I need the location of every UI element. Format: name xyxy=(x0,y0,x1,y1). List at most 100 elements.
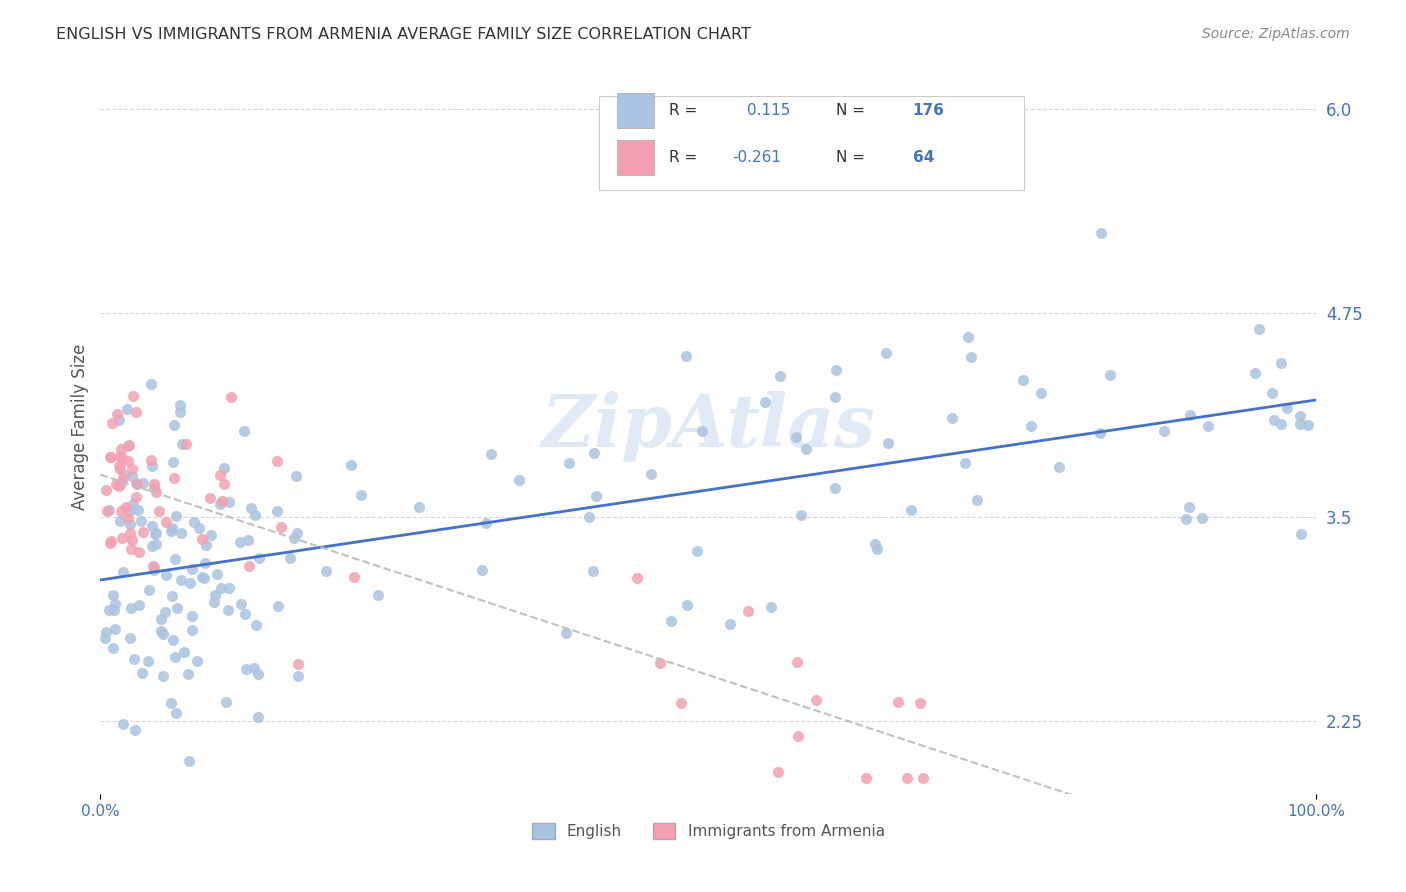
Point xyxy=(111,451,134,466)
Point xyxy=(1175,512,1198,526)
Point xyxy=(208,497,231,511)
Point xyxy=(367,588,389,602)
Point xyxy=(218,495,240,509)
Point xyxy=(863,537,886,551)
Point xyxy=(125,477,148,491)
Point xyxy=(287,657,309,671)
Point xyxy=(162,633,184,648)
Point xyxy=(163,418,186,433)
Text: ZipAtlas: ZipAtlas xyxy=(541,392,875,462)
Point xyxy=(215,695,238,709)
Point xyxy=(153,605,176,619)
Point xyxy=(94,483,117,497)
Point xyxy=(585,489,607,503)
Point xyxy=(766,765,789,780)
Point xyxy=(659,614,682,628)
Point xyxy=(120,601,142,615)
Point xyxy=(675,349,697,363)
Point xyxy=(1153,424,1175,438)
Point xyxy=(159,524,181,539)
Point xyxy=(737,604,759,618)
Point xyxy=(886,695,908,709)
Point xyxy=(121,469,143,483)
Point xyxy=(100,450,122,464)
Point xyxy=(152,669,174,683)
Point xyxy=(769,369,792,384)
Point xyxy=(896,771,918,785)
Point xyxy=(163,552,186,566)
Point xyxy=(956,330,979,344)
Point xyxy=(640,467,662,481)
Point xyxy=(900,503,922,517)
Point xyxy=(479,447,502,461)
Point xyxy=(1289,417,1312,431)
Point xyxy=(1263,413,1285,427)
Point xyxy=(108,458,131,473)
Point xyxy=(877,436,900,450)
Point xyxy=(229,597,252,611)
Point xyxy=(236,533,259,547)
Point xyxy=(183,515,205,529)
Point xyxy=(98,536,121,550)
Point xyxy=(122,497,145,511)
Point xyxy=(93,632,115,646)
Point xyxy=(148,504,170,518)
Point xyxy=(233,607,256,621)
Point xyxy=(104,597,127,611)
Point xyxy=(866,541,889,556)
Point xyxy=(1090,227,1112,241)
Point xyxy=(204,588,226,602)
Point xyxy=(127,502,149,516)
Point xyxy=(648,656,671,670)
Point xyxy=(908,696,931,710)
Point xyxy=(243,508,266,522)
Point xyxy=(1029,385,1052,400)
Point xyxy=(162,455,184,469)
Point xyxy=(143,563,166,577)
Point xyxy=(179,576,201,591)
Point xyxy=(959,351,981,365)
Point xyxy=(120,525,142,540)
Point xyxy=(1289,527,1312,541)
Point xyxy=(855,771,877,785)
Point xyxy=(953,456,976,470)
Point xyxy=(786,729,808,743)
Point xyxy=(118,438,141,452)
Point xyxy=(270,520,292,534)
Point xyxy=(169,404,191,418)
Point xyxy=(1047,460,1070,475)
Point xyxy=(128,598,150,612)
Point xyxy=(141,458,163,473)
Point xyxy=(1021,418,1043,433)
Point xyxy=(218,582,240,596)
Point xyxy=(245,618,267,632)
Point xyxy=(98,450,121,465)
Point xyxy=(194,556,217,570)
Point xyxy=(340,458,363,473)
Point xyxy=(233,425,256,439)
Point xyxy=(165,649,187,664)
Point xyxy=(349,488,371,502)
Point xyxy=(132,524,155,539)
Point xyxy=(247,666,270,681)
Point xyxy=(150,612,173,626)
Point xyxy=(186,654,208,668)
Point xyxy=(136,654,159,668)
Point xyxy=(97,603,120,617)
Point xyxy=(152,626,174,640)
Point xyxy=(142,558,165,573)
Point xyxy=(1197,419,1219,434)
Point xyxy=(121,533,143,547)
Point xyxy=(1178,500,1201,514)
Point xyxy=(141,377,163,392)
Point xyxy=(121,542,143,557)
Point xyxy=(1191,510,1213,524)
Point xyxy=(128,544,150,558)
Point xyxy=(124,652,146,666)
Point xyxy=(285,469,308,483)
Point xyxy=(804,693,827,707)
Point xyxy=(129,514,152,528)
Point xyxy=(786,656,808,670)
Point xyxy=(686,544,709,558)
Point xyxy=(246,709,269,723)
